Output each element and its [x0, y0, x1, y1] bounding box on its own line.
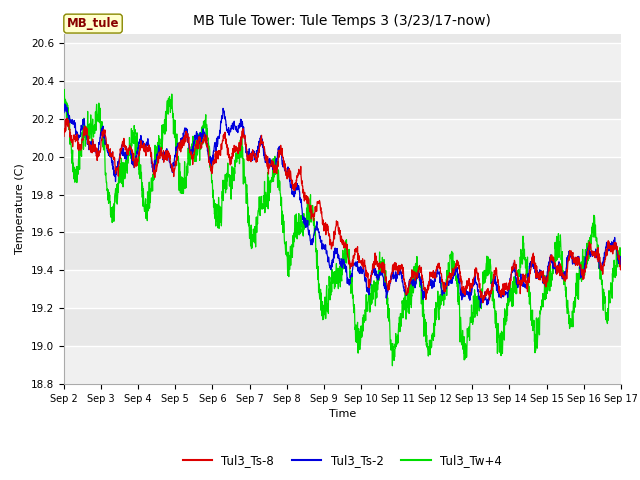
Bar — [64, 270, 621, 308]
Bar — [64, 194, 621, 232]
Text: MB_tule: MB_tule — [67, 17, 119, 30]
Y-axis label: Temperature (C): Temperature (C) — [15, 163, 26, 254]
Title: MB Tule Tower: Tule Temps 3 (3/23/17-now): MB Tule Tower: Tule Temps 3 (3/23/17-now… — [193, 14, 492, 28]
Bar — [64, 346, 621, 384]
Bar — [64, 43, 621, 81]
Bar — [64, 119, 621, 156]
Legend: Tul3_Ts-8, Tul3_Ts-2, Tul3_Tw+4: Tul3_Ts-8, Tul3_Ts-2, Tul3_Tw+4 — [178, 449, 507, 472]
X-axis label: Time: Time — [329, 409, 356, 419]
